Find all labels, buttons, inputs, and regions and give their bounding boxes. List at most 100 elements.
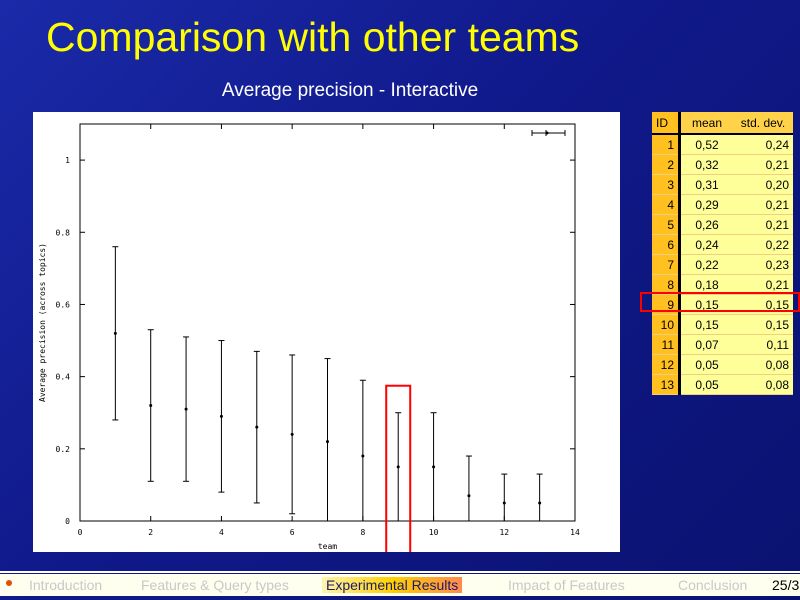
- table-highlight-box: [640, 292, 800, 312]
- table-cell-std: 0,08: [733, 354, 793, 375]
- table-cell-std: 0,20: [733, 174, 793, 195]
- team-highlight-box: [385, 384, 412, 552]
- nav-item-results[interactable]: Experimental Results: [322, 577, 463, 593]
- data-point: [432, 465, 436, 469]
- y-tick-label: 0.8: [56, 228, 71, 237]
- table-row: 7 0,22 0,23: [652, 254, 793, 275]
- stats-table: ID mean std. dev. 1 0,52 0,24 2 0,32 0,21 3 0,3…: [652, 112, 793, 395]
- table-cell-std: 0,11: [733, 334, 793, 355]
- data-point: [149, 404, 153, 408]
- data-point: [538, 501, 542, 505]
- x-axis-label: team: [318, 542, 337, 551]
- table-cell-mean: 0,24: [679, 234, 733, 255]
- table-header-id: ID: [652, 112, 681, 135]
- table-cell-mean: 0,32: [679, 154, 733, 175]
- nav-item-introduction[interactable]: Introduction: [29, 577, 103, 593]
- x-tick-label: 4: [219, 528, 224, 537]
- nav-item-conclusion[interactable]: Conclusion: [678, 577, 748, 593]
- table-cell-std: 0,08: [733, 374, 793, 395]
- table-cell-id: 4: [652, 194, 681, 215]
- nav-bullet-icon: [6, 580, 12, 586]
- data-point: [290, 432, 294, 436]
- y-tick-label: 0.4: [56, 373, 71, 382]
- table-cell-std: 0,21: [733, 214, 793, 235]
- x-tick-label: 2: [148, 528, 153, 537]
- table-cell-std: 0,24: [733, 134, 793, 155]
- table-cell-id: 13: [652, 374, 681, 395]
- table-cell-id: 1: [652, 134, 681, 155]
- table-cell-id: 2: [652, 154, 681, 175]
- y-tick-label: 0.6: [56, 300, 71, 309]
- table-cell-mean: 0,26: [679, 214, 733, 235]
- table-row: 3 0,31 0,20: [652, 174, 793, 195]
- table-row: 8 0,18 0,21: [652, 274, 793, 295]
- y-tick-label: 0.2: [56, 445, 71, 454]
- y-tick-label: 1: [65, 156, 70, 165]
- data-point: [184, 407, 188, 411]
- x-tick-label: 6: [290, 528, 295, 537]
- table-row: 13 0,05 0,08: [652, 374, 793, 395]
- table-cell-std: 0,22: [733, 234, 793, 255]
- x-tick-label: 0: [78, 528, 83, 537]
- table-row: 4 0,29 0,21: [652, 194, 793, 215]
- table-cell-id: 3: [652, 174, 681, 195]
- table-cell-mean: 0,29: [679, 194, 733, 215]
- legend-point: [545, 131, 549, 135]
- nav-divider: [0, 571, 800, 573]
- table-cell-id: 8: [652, 274, 681, 295]
- table-cell-std: 0,15: [733, 314, 793, 335]
- table-header-std: std. dev.: [733, 112, 793, 135]
- table-cell-std: 0,23: [733, 254, 793, 275]
- table-cell-std: 0,21: [733, 274, 793, 295]
- table-cell-id: 11: [652, 334, 681, 355]
- chart-heading: Average precision - Interactive: [221, 80, 479, 101]
- table-row: 5 0,26 0,21: [652, 214, 793, 235]
- nav-item-impact[interactable]: Impact of Features: [508, 577, 625, 593]
- table-row: 1 0,52 0,24: [652, 134, 793, 155]
- table-cell-mean: 0,15: [679, 294, 733, 315]
- table-row: 2 0,32 0,21: [652, 154, 793, 175]
- table-cell-id: 7: [652, 254, 681, 275]
- table-cell-std: 0,21: [733, 194, 793, 215]
- data-point: [255, 425, 259, 429]
- table-cell-mean: 0,31: [679, 174, 733, 195]
- data-point: [396, 465, 400, 469]
- table-header-mean: mean: [679, 112, 733, 135]
- y-tick-label: 0: [65, 517, 70, 526]
- table-cell-id: 9: [652, 294, 681, 315]
- slide-title: Comparison with other teams: [46, 14, 580, 60]
- table-row: 12 0,05 0,08: [652, 354, 793, 375]
- table-row: 9 0,15 0,15: [652, 294, 793, 315]
- table-row: 10 0,15 0,15: [652, 314, 793, 335]
- slide-navigation: Introduction Features & Query types Expe…: [0, 574, 800, 596]
- data-point: [467, 494, 471, 498]
- table-cell-mean: 0,07: [679, 334, 733, 355]
- table-cell-mean: 0,18: [679, 274, 733, 295]
- table-row: 11 0,07 0,11: [652, 334, 793, 355]
- data-point: [219, 414, 223, 418]
- table-cell-id: 10: [652, 314, 681, 335]
- table-cell-id: 5: [652, 214, 681, 235]
- table-cell-mean: 0,15: [679, 314, 733, 335]
- nav-item-features[interactable]: Features & Query types: [141, 577, 289, 593]
- data-point: [502, 501, 506, 505]
- x-tick-label: 8: [360, 528, 365, 537]
- table-cell-id: 6: [652, 234, 681, 255]
- data-point: [113, 331, 117, 335]
- table-cell-std: 0,21: [733, 154, 793, 175]
- data-point: [361, 454, 365, 458]
- table-row: 6 0,24 0,22: [652, 234, 793, 255]
- data-point: [326, 440, 329, 444]
- table-cell-mean: 0,22: [679, 254, 733, 275]
- x-tick-label: 12: [499, 528, 509, 537]
- table-cell-mean: 0,05: [679, 374, 733, 395]
- y-axis-label: Average precision (across topics): [38, 243, 47, 402]
- x-tick-label: 10: [429, 528, 439, 537]
- page-number: 25/3: [772, 577, 800, 593]
- table-cell-mean: 0,05: [679, 354, 733, 375]
- x-tick-label: 14: [570, 528, 580, 537]
- chart-panel: 0 0.2 0.4 0.6 0.8 1 0 2 4 6 8 10 12 14 team Average pre…: [33, 112, 620, 552]
- table-cell-std: 0,15: [733, 294, 793, 315]
- table-cell-id: 12: [652, 354, 681, 375]
